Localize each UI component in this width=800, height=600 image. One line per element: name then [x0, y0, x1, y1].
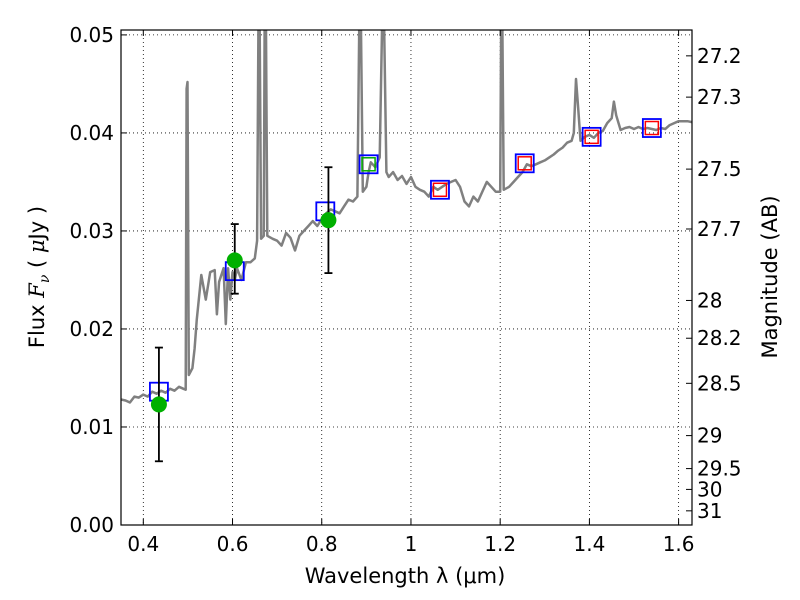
model-photometry-square: [430, 179, 450, 200]
observed-photometry-square: [432, 182, 448, 198]
model-photometry-square: [358, 154, 379, 175]
observed-photometry-square: [584, 129, 599, 145]
magnitude-tick-label: 27.5: [697, 157, 742, 181]
x-tick-label: 1.2: [484, 532, 516, 556]
y-axis-label-unit: Jy ): [25, 206, 49, 242]
magnitude-tick-label: 29: [697, 424, 722, 448]
axes-frame: [120, 29, 693, 526]
y-tick-label: 0.04: [69, 121, 114, 145]
tick-marks: [121, 30, 692, 526]
magnitude-tick-label: 28.5: [697, 371, 742, 395]
x-tick-label: 1: [405, 532, 418, 556]
y-axis-label-nu: ν: [37, 274, 53, 283]
model-spectrum-line: [121, 30, 692, 404]
magnitude-tick-label: 27.7: [697, 217, 742, 241]
x-tick-label: 1.4: [573, 532, 605, 556]
magnitude-tick-label: 31: [697, 499, 722, 523]
y-tick-label: 0.01: [69, 415, 114, 439]
magnitude-tick-label: 29.5: [697, 457, 742, 481]
model-photometry-square: [514, 153, 535, 174]
gridlines: [121, 30, 692, 526]
y-tick-label: 0.00: [69, 513, 114, 537]
y-axis-label-mu: μ: [25, 239, 49, 253]
y-axis-label-flux: Flux: [25, 298, 49, 348]
y-tick-label: 0.05: [69, 23, 114, 47]
y-axis-label: Flux Fν ( μJy ): [25, 206, 53, 348]
plot-area: [121, 30, 692, 463]
observed-photometry-point: [226, 252, 243, 269]
tick-labels: 0.4 0.6 0.8 1 1.2 1.4 1.6 0.00 0.01 0.02 0.03 0.04 0…: [69, 23, 741, 556]
observed-photometry-point: [320, 212, 337, 229]
observed-photometry-square: [517, 156, 532, 171]
y-axis-label-F: F: [25, 282, 49, 299]
x-tick-label: 0.4: [127, 532, 159, 556]
magnitude-axis-label: Magnitude (AB): [758, 195, 782, 358]
model-photometry-square: [641, 118, 662, 138]
y-tick-label: 0.02: [69, 317, 114, 341]
x-tick-label: 1.6: [663, 532, 695, 556]
x-axis-label: Wavelength λ (μm): [305, 564, 506, 588]
x-tick-label: 0.8: [306, 532, 338, 556]
magnitude-tick-label: 27.2: [697, 44, 742, 68]
magnitude-tick-label: 27.3: [697, 85, 742, 109]
x-tick-label: 0.6: [217, 532, 249, 556]
y-tick-label: 0.03: [69, 219, 114, 243]
y-axis-label-open: (: [25, 253, 49, 275]
observed-photometry-point: [150, 396, 167, 413]
magnitude-tick-label: 28: [697, 288, 722, 312]
magnitude-tick-label: 28.2: [697, 326, 742, 350]
observed-photometry-square: [361, 157, 376, 172]
observed-photometry-square: [644, 120, 660, 136]
magnitude-tick-label: 30: [697, 477, 722, 501]
model-photometry-square: [581, 126, 602, 147]
